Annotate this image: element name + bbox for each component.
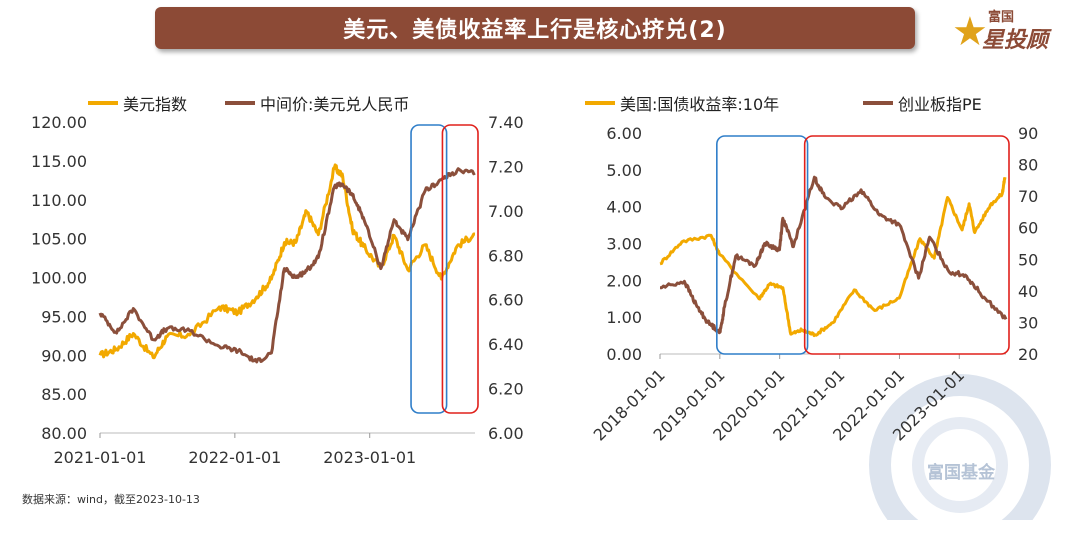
watermark: 富国基金 (865, 370, 1055, 545)
highlight-box-blue (410, 124, 448, 414)
chart-usd-index-vs-cny: 美元指数 中间价:美元兑人民币 80.00 85.00 90.00 95.00 … (31, 95, 524, 467)
chart1-ytick-right: 6.60 (488, 291, 524, 310)
legend-label-usdcny: 中间价:美元兑人民币 (260, 95, 409, 114)
legend-label-ust10y: 美国:国债收益率:10年 (620, 95, 779, 114)
highlight-box-red (441, 124, 479, 414)
chart2-ytick-left: 6.00 (606, 124, 642, 143)
series-line-1-0 (659, 177, 1007, 338)
chart2-ytick-right: 30 (1018, 313, 1038, 332)
chart2-ytick-left: 3.00 (606, 235, 642, 254)
chart2-ytick-left: 0.00 (606, 345, 642, 364)
highlight-box-blue (716, 135, 809, 355)
legend-label-chinext-pe: 创业板指PE (898, 95, 982, 114)
chart1-legend: 美元指数 中间价:美元兑人民币 (88, 95, 409, 114)
chart1-ytick-left: 120.00 (31, 113, 87, 132)
chart1-left-ticks: 80.00 85.00 90.00 95.00 100.00 105.00 11… (31, 113, 87, 443)
chart1-right-ticks: 6.00 6.20 6.40 6.60 6.80 7.00 7.20 7.40 (488, 113, 524, 443)
page-title: 美元、美债收益率上行是核心挤兑(2) (343, 18, 727, 43)
chart2-right-ticks: 20 30 40 50 60 70 80 90 (1018, 124, 1038, 364)
series-line-0-1 (98, 167, 476, 364)
chart1-ytick-right: 6.80 (488, 246, 524, 265)
chart1-xtick: 2021-01-01 (54, 448, 147, 467)
chart1-x-ticks: 2021-01-01 2022-01-01 2023-01-01 (54, 448, 417, 467)
chart1-ytick-left: 110.00 (31, 191, 87, 210)
chart1-xtick: 2023-01-01 (323, 448, 416, 467)
chart1-ytick-left: 105.00 (31, 230, 87, 249)
logo-top-text: 富国 (988, 10, 1015, 25)
legend-label-usd-index: 美元指数 (123, 95, 187, 114)
chart2-ytick-left: 4.00 (606, 198, 642, 217)
chart1-ytick-left: 100.00 (31, 269, 87, 288)
star-icon: ★ (952, 9, 988, 55)
chart2-ytick-right: 50 (1018, 250, 1038, 269)
title-banner: 美元、美债收益率上行是核心挤兑(2) (155, 7, 915, 49)
chart2-ytick-right: 90 (1018, 124, 1038, 143)
chart2-ytick-right: 80 (1018, 156, 1038, 175)
series-line-1-1 (660, 175, 1008, 335)
chart2-legend: 美国:国债收益率:10年 创业板指PE (585, 95, 982, 114)
chart1-ytick-right: 7.40 (488, 113, 524, 132)
chart1-xtick: 2022-01-01 (188, 448, 281, 467)
chart-ust10y-vs-chinext-pe: 美国:国债收益率:10年 创业板指PE 0.00 1.00 2.00 3.00 … (585, 95, 1038, 445)
chart1-ytick-right: 6.00 (488, 424, 524, 443)
chart2-ytick-left: 2.00 (606, 271, 642, 290)
chart1-ytick-right: 7.20 (488, 157, 524, 176)
chart2-left-ticks: 0.00 1.00 2.00 3.00 4.00 5.00 6.00 (606, 124, 642, 364)
chart2-x-ticks: 2018-01-01 2019-01-01 2020-01-01 2021-01… (590, 365, 968, 444)
chart1-ytick-left: 80.00 (41, 424, 87, 443)
source-note: 数据来源：wind，截至2023-10-13 (22, 493, 200, 506)
highlight-box-red (803, 135, 1010, 355)
watermark-text: 富国基金 (927, 463, 995, 483)
chart1-ytick-left: 85.00 (41, 385, 87, 404)
logo-main-text: 星投顾 (982, 28, 1049, 53)
watermark-logo-icon (869, 374, 1051, 545)
chart1-ytick-left: 90.00 (41, 346, 87, 365)
chart2-ytick-left: 1.00 (606, 308, 642, 327)
chart2-ytick-left: 5.00 (606, 161, 642, 180)
brand-logo: ★ 富国 星投顾 (952, 4, 1062, 59)
chart2-ytick-right: 40 (1018, 282, 1038, 301)
chart2-ytick-right: 20 (1018, 345, 1038, 364)
chart1-ytick-right: 6.20 (488, 380, 524, 399)
chart1-ytick-right: 6.40 (488, 335, 524, 354)
chart2-ytick-right: 60 (1018, 219, 1038, 238)
chart2-ytick-right: 70 (1018, 187, 1038, 206)
chart1-ytick-left: 115.00 (31, 152, 87, 171)
series-line-0-0 (98, 163, 476, 360)
chart1-ytick-left: 95.00 (41, 307, 87, 326)
chart1-ytick-right: 7.00 (488, 202, 524, 221)
